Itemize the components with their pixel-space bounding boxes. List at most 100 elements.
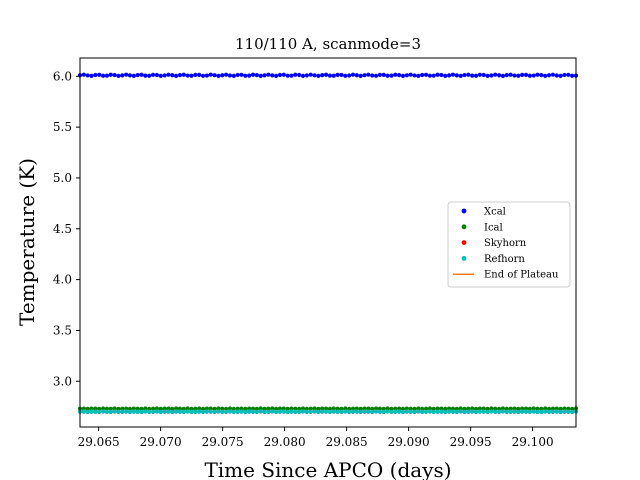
data-point xyxy=(454,406,459,411)
data-point xyxy=(416,406,421,411)
data-point xyxy=(120,406,125,411)
data-point xyxy=(116,409,121,415)
data-point xyxy=(435,406,440,411)
data-point xyxy=(289,406,294,411)
data-point xyxy=(358,73,363,78)
data-point xyxy=(462,409,467,414)
data-point xyxy=(162,73,167,78)
data-point xyxy=(170,406,175,412)
data-point xyxy=(97,72,102,77)
data-point xyxy=(416,409,421,414)
data-point xyxy=(147,73,152,78)
data-point xyxy=(535,406,540,411)
legend-item: End of Plateau xyxy=(453,270,559,281)
data-point xyxy=(316,409,321,415)
data-point xyxy=(204,409,209,414)
data-point xyxy=(216,409,221,414)
plot-frame xyxy=(79,57,577,428)
series-ical xyxy=(77,406,579,412)
legend-marker xyxy=(461,208,467,214)
data-point xyxy=(497,406,502,411)
data-point xyxy=(443,73,448,78)
data-point xyxy=(97,409,102,415)
data-point xyxy=(516,409,521,415)
data-point xyxy=(293,406,298,411)
data-point xyxy=(450,409,456,414)
data-point xyxy=(504,406,509,411)
data-point xyxy=(312,409,317,414)
data-point xyxy=(174,406,179,411)
data-point xyxy=(147,409,152,414)
data-point xyxy=(397,409,402,414)
data-point xyxy=(243,73,248,78)
data-point xyxy=(250,72,256,77)
data-point xyxy=(289,409,294,414)
data-point xyxy=(447,406,452,411)
data-point xyxy=(485,406,490,411)
data-point xyxy=(258,73,263,78)
data-point xyxy=(404,406,409,411)
data-point xyxy=(262,73,267,78)
data-point xyxy=(443,406,448,412)
data-point xyxy=(112,406,117,411)
data-point xyxy=(139,72,144,77)
data-point xyxy=(470,73,475,78)
data-point xyxy=(404,73,409,78)
y-tick-label: 3.5 xyxy=(53,323,72,337)
data-point xyxy=(120,409,125,414)
data-point xyxy=(504,409,509,415)
data-point xyxy=(516,406,521,412)
y-axis-title: Temperature (K) xyxy=(15,158,39,326)
data-point xyxy=(423,72,429,77)
data-point xyxy=(93,409,98,414)
data-point xyxy=(300,409,306,414)
legend-label: End of Plateau xyxy=(484,270,559,281)
data-point xyxy=(458,73,463,78)
data-point xyxy=(81,72,86,77)
data-point xyxy=(373,73,379,78)
data-point xyxy=(97,406,102,411)
data-point xyxy=(385,406,390,411)
data-point xyxy=(139,406,144,411)
data-point xyxy=(243,409,248,415)
legend-marker xyxy=(461,224,467,230)
data-point xyxy=(200,406,206,412)
data-point xyxy=(239,406,244,411)
data-point xyxy=(546,406,552,411)
data-point xyxy=(189,409,194,414)
data-point xyxy=(139,409,144,415)
data-point xyxy=(370,406,375,411)
data-point xyxy=(339,409,344,414)
data-point xyxy=(366,409,371,414)
data-point xyxy=(527,406,532,411)
data-point xyxy=(473,409,479,415)
data-point xyxy=(404,409,409,414)
data-point xyxy=(177,73,183,78)
data-point xyxy=(543,409,548,414)
data-point xyxy=(358,409,363,415)
data-point xyxy=(293,409,298,414)
x-tick-label: 29.065 xyxy=(78,435,120,449)
data-point xyxy=(181,406,186,411)
data-point xyxy=(439,406,444,411)
data-point xyxy=(343,406,348,411)
data-point xyxy=(350,72,356,77)
data-point xyxy=(527,73,532,78)
data-point xyxy=(297,406,302,411)
data-point xyxy=(347,406,352,411)
data-point xyxy=(370,409,375,415)
data-point xyxy=(473,406,479,411)
data-point xyxy=(535,409,540,414)
data-point xyxy=(81,406,86,411)
data-point xyxy=(81,409,86,414)
data-point xyxy=(204,406,209,411)
data-point xyxy=(158,406,163,411)
data-point xyxy=(124,409,129,414)
data-point xyxy=(185,409,190,414)
y-tick-label: 4.0 xyxy=(53,273,72,287)
data-point xyxy=(197,409,202,414)
data-point xyxy=(354,406,359,411)
data-point xyxy=(331,406,336,411)
data-point xyxy=(150,409,156,414)
data-point xyxy=(500,409,506,414)
